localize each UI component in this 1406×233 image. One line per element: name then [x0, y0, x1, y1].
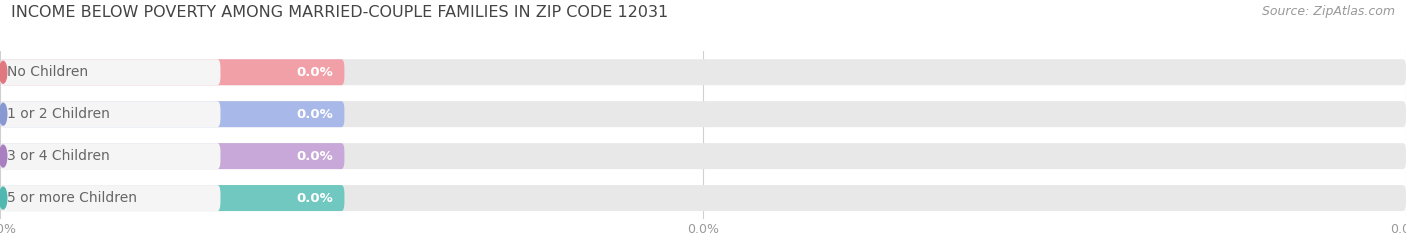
Text: 0.0%: 0.0%: [297, 192, 333, 205]
Circle shape: [0, 145, 7, 167]
FancyBboxPatch shape: [0, 144, 344, 168]
FancyBboxPatch shape: [0, 186, 344, 210]
Text: 0.0%: 0.0%: [297, 66, 333, 79]
FancyBboxPatch shape: [0, 102, 344, 127]
FancyBboxPatch shape: [0, 60, 344, 85]
Text: 3 or 4 Children: 3 or 4 Children: [7, 149, 110, 163]
FancyBboxPatch shape: [0, 101, 1406, 127]
Text: 0.0%: 0.0%: [297, 150, 333, 163]
FancyBboxPatch shape: [0, 185, 344, 211]
FancyBboxPatch shape: [0, 59, 344, 85]
Circle shape: [0, 61, 7, 83]
FancyBboxPatch shape: [0, 59, 221, 85]
Text: No Children: No Children: [7, 65, 89, 79]
FancyBboxPatch shape: [0, 59, 1406, 85]
FancyBboxPatch shape: [0, 185, 1406, 211]
Text: 5 or more Children: 5 or more Children: [7, 191, 136, 205]
Text: 1 or 2 Children: 1 or 2 Children: [7, 107, 110, 121]
FancyBboxPatch shape: [0, 143, 1406, 169]
FancyBboxPatch shape: [0, 101, 344, 127]
Circle shape: [0, 103, 7, 125]
Circle shape: [0, 187, 7, 209]
FancyBboxPatch shape: [0, 143, 344, 169]
Text: Source: ZipAtlas.com: Source: ZipAtlas.com: [1261, 5, 1395, 18]
FancyBboxPatch shape: [0, 185, 221, 211]
FancyBboxPatch shape: [0, 143, 221, 169]
FancyBboxPatch shape: [0, 101, 221, 127]
Text: INCOME BELOW POVERTY AMONG MARRIED-COUPLE FAMILIES IN ZIP CODE 12031: INCOME BELOW POVERTY AMONG MARRIED-COUPL…: [11, 5, 668, 20]
Text: 0.0%: 0.0%: [297, 108, 333, 121]
